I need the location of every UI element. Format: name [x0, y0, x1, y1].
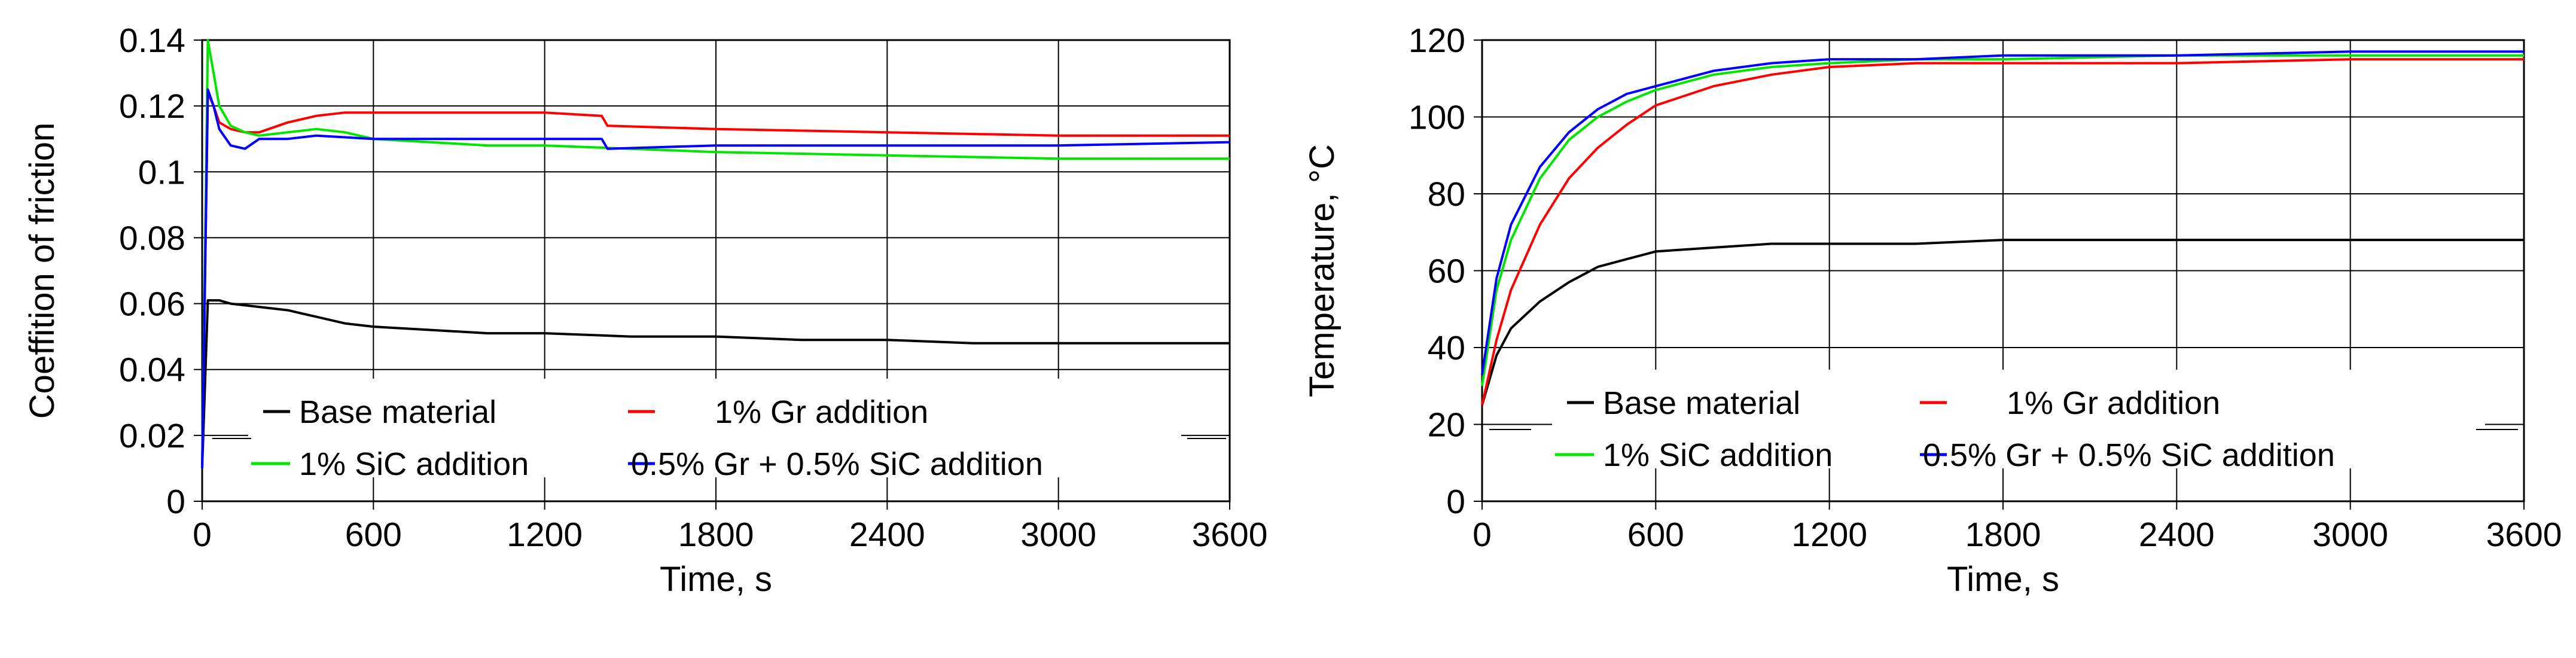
y-tick-label: 0 — [166, 483, 185, 521]
x-tick-label: 3600 — [2486, 516, 2562, 554]
x-axis-label: Time, s — [660, 560, 772, 599]
y-tick-label: 0.08 — [119, 219, 185, 257]
plot-frame — [1481, 39, 2525, 502]
y-tick-label: 20 — [1428, 406, 1465, 444]
x-tick-label: 0 — [193, 516, 212, 554]
x-tick-label: 0 — [1473, 516, 1492, 554]
x-axis-label: Time, s — [1947, 560, 2059, 599]
x-tick-label: 1200 — [1791, 516, 1867, 554]
plot-frame — [201, 39, 1231, 502]
x-tick-label: 2400 — [849, 516, 925, 554]
legend-label: Base material — [299, 394, 496, 430]
y-tick-label: 0.02 — [119, 417, 185, 455]
legend-label: Base material — [1603, 385, 1800, 421]
series-line-1-sic-addition — [201, 39, 1230, 468]
legend-label: 1% Gr addition — [2007, 385, 2220, 421]
legend-label: 1% SiC addition — [1603, 437, 1833, 473]
y-tick-label: 0.1 — [138, 153, 185, 191]
y-tick-label: 0.06 — [119, 285, 185, 324]
series-line-0-5-gr-0-5-sic-addition — [1481, 50, 2524, 375]
chart-2: 0 600 1200 1800 2400 3000 3600 0 20 40 60 80 100 120 T… — [1303, 22, 2562, 599]
x-tick-label: 1800 — [1965, 516, 2041, 554]
legend-label: 1% SiC addition — [299, 446, 529, 482]
y-tick-label: 120 — [1409, 22, 1465, 60]
x-tick-label: 3000 — [1020, 516, 1096, 554]
y-tick-label: 80 — [1428, 175, 1465, 214]
legend-label: 0.5% Gr + 0.5% SiC addition — [1923, 437, 2335, 473]
y-tick-label: 0.12 — [119, 87, 185, 126]
y-tick-label: 0.14 — [119, 22, 185, 60]
series-line-1-gr-addition — [1481, 58, 2524, 406]
legend-background — [248, 379, 1181, 477]
y-tick-label: 100 — [1409, 99, 1465, 137]
series-line-base-material — [201, 299, 1230, 468]
y-tick-label: 40 — [1428, 329, 1465, 367]
y-tick-label: 0.04 — [119, 351, 185, 389]
series-line-base-material — [1481, 239, 2524, 406]
legend-label: 0.5% Gr + 0.5% SiC addition — [631, 446, 1043, 482]
x-tick-label: 600 — [345, 516, 402, 554]
x-tick-label: 600 — [1627, 516, 1684, 554]
x-tick-label: 2400 — [2139, 516, 2215, 554]
series-line-1-sic-addition — [1481, 54, 2524, 386]
y-tick-label: 0 — [1446, 483, 1465, 521]
y-axis-label: Temperature, °C — [1303, 144, 1342, 397]
series-line-0-5-gr-0-5-sic-addition — [201, 88, 1230, 468]
series-line-1-gr-addition — [201, 92, 1230, 468]
x-tick-label: 1200 — [507, 516, 583, 554]
y-axis-label: Coeffition of friction — [23, 123, 62, 419]
y-tick-label: 60 — [1428, 252, 1465, 291]
chart-1: 0 600 1200 1800 2400 3000 3600 0 0.02 0.04 0.06 0.0… — [23, 22, 1267, 599]
x-tick-label: 1800 — [678, 516, 754, 554]
legend-label: 1% Gr addition — [715, 394, 928, 430]
legend-background — [1552, 370, 2485, 468]
x-tick-label: 3600 — [1192, 516, 1268, 554]
x-tick-label: 3000 — [2312, 516, 2388, 554]
